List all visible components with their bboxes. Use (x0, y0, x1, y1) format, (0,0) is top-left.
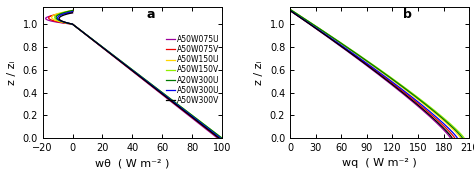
A50W300V (159, 93, 165, 95)
A50W150V (198, 121, 204, 123)
A50W075U (70, 12, 75, 14)
A50W075V (70, 11, 75, 13)
Y-axis label: z / zᵢ: z / zᵢ (254, 60, 264, 85)
Line: A50W075U: A50W075U (46, 13, 218, 138)
Line: A20W300U: A20W300U (56, 10, 222, 138)
A50W150U (70, 9, 75, 12)
A50W150U (197, 121, 202, 123)
A50W300U (160, 93, 165, 95)
A50W150V (161, 93, 166, 95)
A50W075U (215, 137, 220, 139)
A50W075V (137, 76, 143, 78)
A50W075V (195, 121, 201, 123)
A50W300U (138, 76, 144, 78)
A50W075U (194, 121, 200, 123)
A50W150U (130, 70, 136, 72)
A50W300V (70, 12, 75, 14)
Line: A50W300V: A50W300V (59, 13, 219, 138)
A50W075V (159, 93, 165, 95)
A50W075V (46, 16, 52, 18)
Line: A50W150V: A50W150V (55, 10, 222, 138)
A50W150U (138, 76, 144, 78)
Y-axis label: z / zᵢ: z / zᵢ (7, 60, 17, 85)
A50W075V (216, 137, 222, 139)
X-axis label: wθ  ( W m⁻² ): wθ ( W m⁻² ) (95, 158, 170, 169)
A20W300U (169, 99, 174, 101)
Line: A50W075V: A50W075V (49, 12, 219, 138)
Text: b: b (403, 8, 412, 21)
A20W300U (139, 76, 145, 78)
A50W075V (130, 70, 136, 72)
A50W300U (168, 99, 173, 101)
Line: A50W300U: A50W300U (58, 12, 220, 138)
A50W150V (139, 76, 145, 78)
A50W300V (167, 99, 173, 101)
A50W300V (56, 17, 62, 19)
A50W075V (167, 99, 173, 101)
A50W150U (160, 93, 165, 95)
A20W300U (131, 70, 137, 72)
A20W300U (219, 137, 225, 139)
A50W150V (52, 15, 58, 18)
A50W150V (131, 70, 137, 72)
A50W300U (197, 121, 202, 123)
A20W300U (54, 15, 59, 18)
A50W150V (219, 137, 225, 139)
A50W075U (166, 99, 172, 101)
A50W300U (55, 16, 61, 18)
A50W300U (70, 11, 75, 13)
A50W075U (129, 70, 135, 72)
A50W300V (195, 121, 201, 123)
A50W300V (137, 76, 143, 78)
A20W300U (198, 121, 204, 123)
A50W075U (43, 17, 49, 19)
A50W150V (169, 99, 174, 101)
Legend: A50W075U, A50W075V, A50W150U, A50W150V, A20W300U, A50W300U, A50W300V: A50W075U, A50W075V, A50W150U, A50W150V, … (166, 35, 220, 105)
A20W300U (70, 9, 75, 12)
Text: a: a (146, 8, 155, 21)
A20W300U (161, 93, 166, 95)
A50W300U (218, 137, 223, 139)
A50W150V (70, 9, 75, 12)
A50W300V (216, 137, 222, 139)
A50W150U (49, 15, 55, 18)
A50W150U (218, 137, 223, 139)
Line: A50W150U: A50W150U (52, 10, 220, 138)
X-axis label: wq  ( W m⁻² ): wq ( W m⁻² ) (342, 158, 417, 169)
A50W075U (137, 76, 142, 78)
A50W300U (130, 70, 136, 72)
A50W150U (168, 99, 173, 101)
A50W300V (130, 70, 136, 72)
A50W075U (158, 93, 164, 95)
